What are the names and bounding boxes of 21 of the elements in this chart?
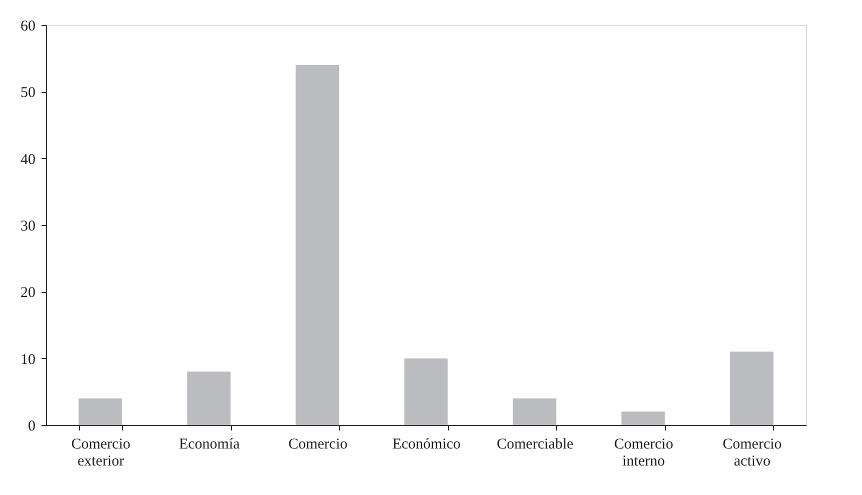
x-tick-label: Comerciable — [496, 436, 574, 452]
x-tick-label: Comercio — [288, 436, 348, 452]
x-tick-label: Comercio exterior — [71, 436, 130, 470]
y-tick-label: 50 — [20, 85, 36, 102]
bar — [730, 352, 774, 425]
x-tick-label: Economía — [178, 436, 240, 452]
y-tick-label: 10 — [20, 352, 36, 368]
y-tick-label: 20 — [20, 285, 36, 302]
bar — [187, 372, 231, 425]
bar — [621, 412, 665, 425]
y-tick-label: 0 — [28, 418, 36, 434]
x-tick-label: Económico — [392, 436, 461, 452]
bar — [296, 65, 340, 425]
x-tick-label: Comercio activo — [722, 436, 782, 470]
bar — [404, 358, 448, 425]
y-tick-label: 30 — [20, 218, 36, 234]
x-tick-label: Comercio interno — [614, 436, 674, 470]
bar — [78, 398, 122, 425]
y-tick-label: 40 — [20, 152, 36, 168]
y-tick-label: 60 — [20, 18, 36, 34]
bar — [512, 398, 556, 425]
